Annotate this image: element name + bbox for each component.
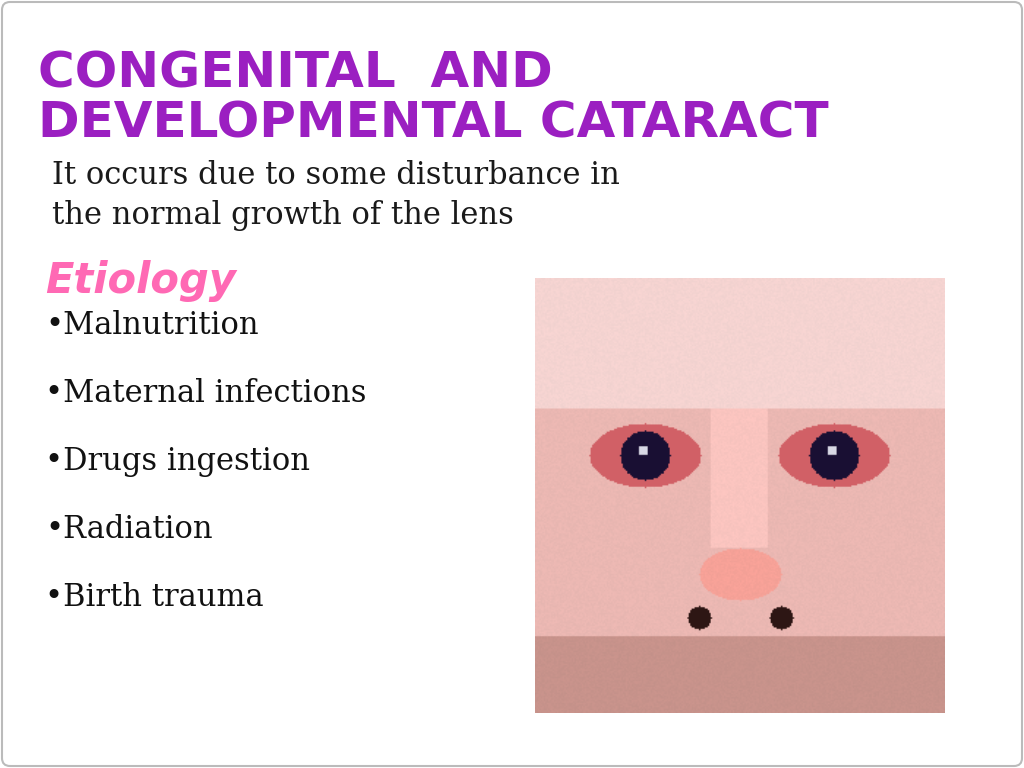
Text: CONGENITAL  AND: CONGENITAL AND xyxy=(38,50,553,98)
Text: •Maternal infections: •Maternal infections xyxy=(45,378,367,409)
Text: the normal growth of the lens: the normal growth of the lens xyxy=(52,200,514,231)
Text: •Drugs ingestion: •Drugs ingestion xyxy=(45,446,310,477)
Text: •Malnutrition: •Malnutrition xyxy=(45,310,259,341)
Text: Etiology: Etiology xyxy=(45,260,236,302)
Text: It occurs due to some disturbance in: It occurs due to some disturbance in xyxy=(52,160,620,191)
Text: DEVELOPMENTAL CATARACT: DEVELOPMENTAL CATARACT xyxy=(38,100,828,148)
Text: •Birth trauma: •Birth trauma xyxy=(45,582,263,613)
Text: •Radiation: •Radiation xyxy=(45,514,213,545)
